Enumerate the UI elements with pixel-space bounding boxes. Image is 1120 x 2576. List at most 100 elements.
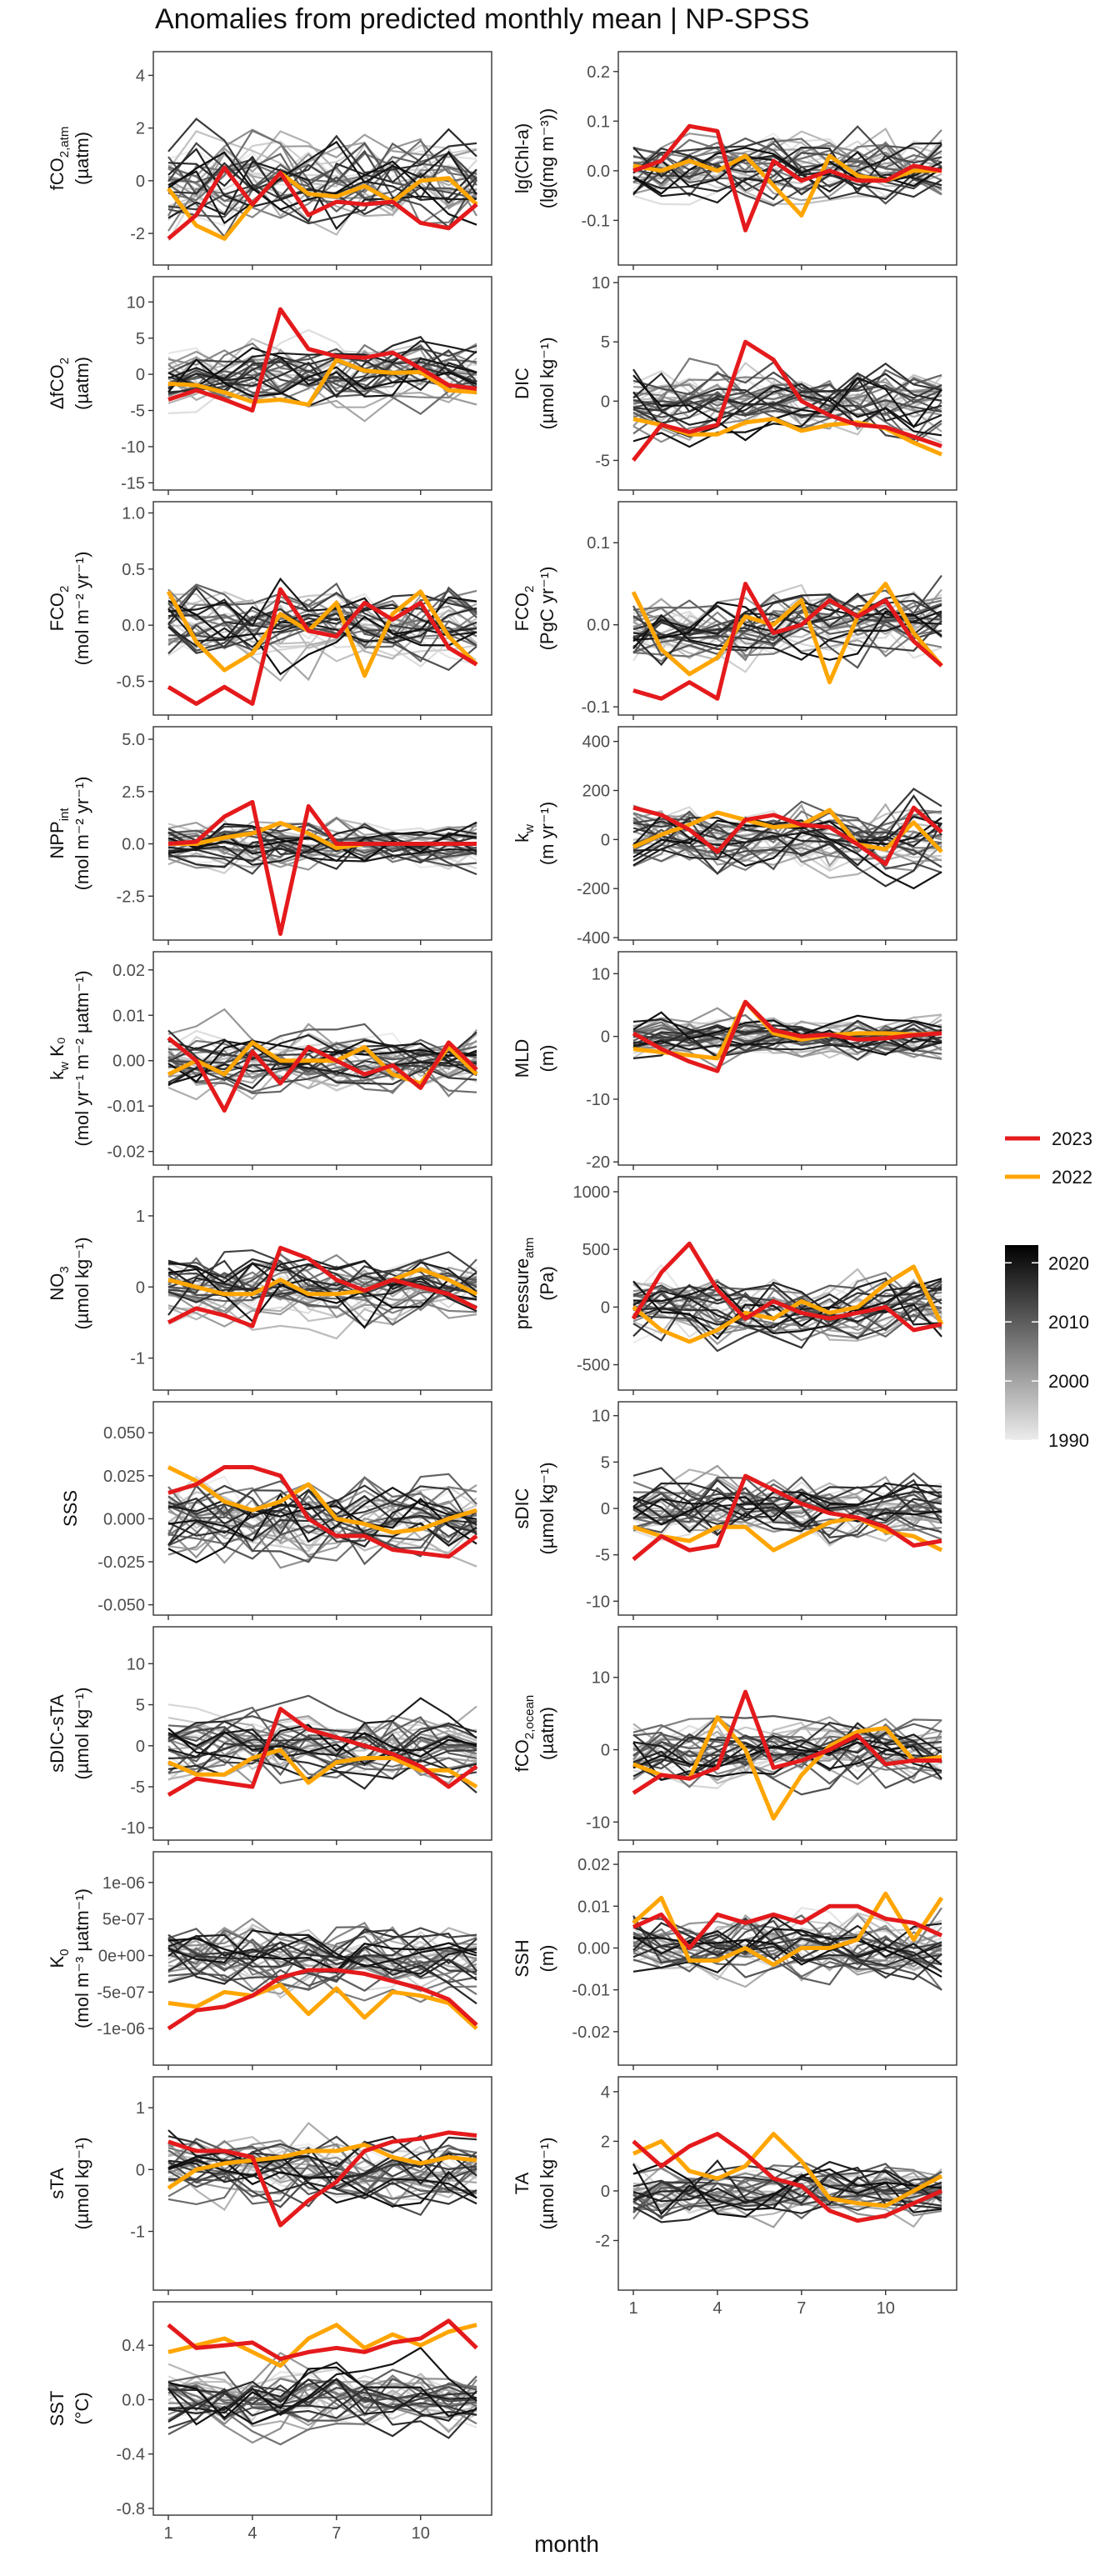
panel-frame — [152, 2076, 492, 2291]
year-line-2013 — [168, 1927, 478, 1983]
y-label-main: NO3 — [47, 1266, 72, 1300]
year-line-2001 — [168, 1483, 478, 1557]
y-tick-label: 0.5 — [122, 561, 145, 579]
y-tick-label: 0.4 — [122, 2337, 145, 2355]
panel-18: 0.02 0.01 0.00 -0.01 -0.02 SSH (m) — [512, 1851, 958, 2070]
year-line-1998 — [632, 1013, 942, 1049]
y-tick-label: 0.0 — [587, 163, 610, 181]
background-years — [168, 577, 478, 683]
series-2023 — [632, 1473, 942, 1562]
panel-frame — [152, 1626, 492, 1841]
year-line-2014 — [632, 619, 942, 652]
y-axis-label: DIC (µmol kg⁻¹) — [512, 337, 558, 429]
y-tick-label: -0.02 — [107, 1143, 145, 1162]
year-line-2018 — [168, 148, 478, 208]
y-label-main: FCO2 — [512, 586, 537, 632]
year-line-2014 — [632, 1281, 942, 1353]
year-line-2019 — [168, 160, 478, 231]
y-tick-label: -0.050 — [98, 1597, 145, 1615]
y-tick-label: -10 — [586, 1593, 610, 1611]
panel-frame — [152, 1176, 492, 1391]
panel-21: 0.4 0.0 -0.4 -0.8 1 4 7 10 SST (°C) — [47, 2301, 492, 2543]
y-tick-label: -0.5 — [117, 673, 145, 692]
year-line-2014 — [168, 348, 478, 393]
year-line-2005 — [168, 2139, 478, 2181]
series-2022 — [168, 1983, 478, 2031]
background-years — [632, 1714, 942, 1796]
year-line-2011 — [168, 1495, 478, 1560]
year-colorbar — [1005, 1245, 1038, 1440]
panel-15: 10 5 0 -5 -10 sDIC-sTA (µmol kg⁻¹) — [47, 1626, 492, 1845]
y-tick-label: -20 — [586, 1153, 610, 1172]
year-line-2017 — [168, 1720, 478, 1790]
y-tick-label: 2.5 — [122, 783, 145, 802]
y-label-main: pressureatm — [512, 1238, 537, 1330]
y-tick-label: 0 — [601, 831, 610, 849]
x-tick-label: 7 — [797, 2299, 806, 2318]
y-tick-label: 0.01 — [578, 1898, 610, 1916]
y-label-units: (µmol kg⁻¹) — [537, 337, 558, 429]
series-2023 — [168, 2130, 478, 2228]
y-label-main: SSH — [512, 1939, 532, 1977]
year-line-2010 — [168, 2368, 478, 2435]
year-line-2018 — [168, 1034, 478, 1061]
x-tick-label: 10 — [412, 2524, 430, 2543]
year-line-2015 — [632, 1734, 942, 1772]
series-2022 — [632, 1264, 944, 1344]
y-tick-label: 0.0 — [122, 617, 145, 635]
y-label-main: fCO2,atm — [47, 127, 72, 191]
year-line-2020 — [168, 577, 478, 635]
background-years — [168, 1918, 478, 2005]
y-tick-label: 0 — [136, 173, 145, 191]
y-tick-label: 1 — [136, 1208, 145, 1226]
y-tick-label: 0 — [136, 366, 145, 384]
x-tick-label: 7 — [332, 2524, 341, 2543]
panel-frame — [618, 1176, 958, 1391]
y-tick-label: -1e-06 — [97, 2020, 145, 2038]
y-tick-label: 0 — [601, 1298, 610, 1317]
y-axis-label: sTA (µmol kg⁻¹) — [47, 2137, 92, 2229]
y-label-units: (µmol kg⁻¹) — [537, 1462, 558, 1554]
panel-20: 4 2 0 -2 1 4 7 10 TA (µmol kg⁻¹) — [512, 2076, 958, 2318]
series-2023 — [167, 1968, 478, 2031]
series-2023 — [167, 1245, 478, 1328]
y-tick-label: 400 — [582, 733, 610, 752]
panel-11: 1 0 -1 NO3 (µmol kg⁻¹) — [47, 1176, 492, 1395]
x-tick-label: 10 — [877, 2299, 895, 2318]
y-label-units: (lg(mg m⁻³)) — [537, 108, 558, 208]
year-line-2021 — [168, 1723, 478, 1762]
year-line-2016 — [168, 1031, 478, 1086]
series-2023 — [632, 1689, 942, 1795]
year-line-2019 — [632, 1482, 942, 1533]
year-line-2021 — [632, 1493, 942, 1526]
y-label-units: (m) — [537, 1945, 558, 1973]
y-label-units: (mol m⁻² yr⁻¹) — [72, 777, 92, 891]
y-tick-label: 0.02 — [578, 1856, 610, 1874]
colorbar-label-2010: 2010 — [1048, 1312, 1089, 1333]
year-line-2017 — [168, 1258, 478, 1294]
panel-4: 10 5 0 -5 DIC (µmol kg⁻¹) — [512, 274, 958, 495]
year-line-2019 — [632, 1915, 942, 1973]
y-tick-label: 0.0 — [122, 836, 145, 854]
year-line-2020 — [168, 1730, 478, 1765]
year-line-2016 — [632, 1279, 942, 1349]
y-label-units: (µatm) — [537, 1707, 558, 1760]
y-axis-label: sDIC-sTA (µmol kg⁻¹) — [47, 1687, 92, 1779]
y-label-main: fCO2,ocean — [512, 1695, 537, 1773]
y-label-units: (mol yr⁻¹ m⁻² µatm⁻¹) — [72, 970, 92, 1146]
y-tick-label: -2.5 — [117, 888, 145, 906]
series-2022 — [167, 1465, 478, 1535]
x-axis-title: month — [534, 2531, 599, 2557]
y-tick-label: 0.025 — [103, 1468, 145, 1486]
year-line-2020 — [168, 1262, 478, 1329]
year-line-2014 — [168, 2378, 478, 2429]
series-2023 — [631, 1241, 942, 1333]
year-line-2019 — [168, 1697, 478, 1758]
y-tick-label: -5 — [595, 452, 610, 470]
y-tick-label: 0.1 — [587, 534, 610, 553]
panel-frame — [618, 726, 958, 941]
year-line-2018 — [632, 1035, 942, 1060]
y-tick-label: -5 — [595, 1547, 610, 1565]
year-line-2018 — [632, 1722, 942, 1777]
y-label-units: (°C) — [72, 2392, 92, 2424]
